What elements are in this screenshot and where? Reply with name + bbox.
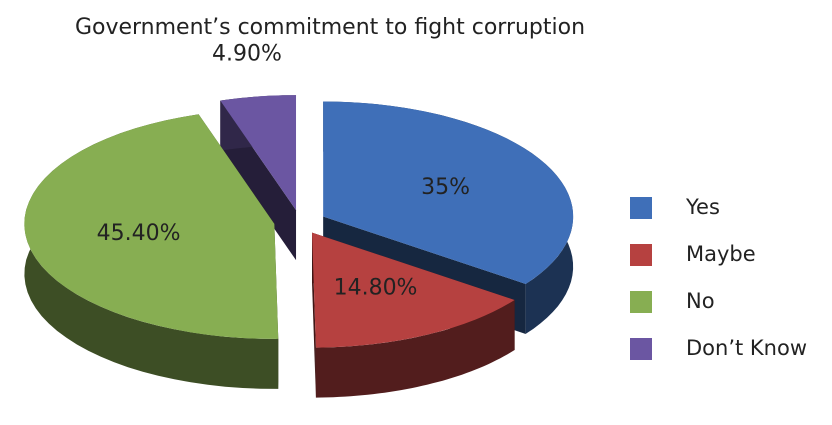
pie-slice <box>323 101 574 284</box>
pie-side <box>315 300 515 398</box>
chart-title: Government’s commitment to fight corrupt… <box>75 15 585 40</box>
legend-swatch <box>630 291 652 313</box>
legend-label: Don’t Know <box>686 336 807 360</box>
pie-slice <box>220 95 297 211</box>
data-label: 35% <box>421 175 470 200</box>
data-label: 14.80% <box>334 276 418 301</box>
legend-label: Yes <box>685 195 720 219</box>
legend-swatch <box>630 338 652 360</box>
pie-slice <box>312 232 515 348</box>
legend-label: Maybe <box>686 242 756 266</box>
pie-tops <box>24 95 574 348</box>
legend-swatch <box>630 197 652 219</box>
data-label: 4.90% <box>212 42 282 67</box>
legend-swatch <box>630 244 652 266</box>
data-label: 45.40% <box>97 221 181 246</box>
legend-label: No <box>686 289 715 313</box>
pie-wall <box>312 232 316 398</box>
pie-slice <box>24 114 279 339</box>
